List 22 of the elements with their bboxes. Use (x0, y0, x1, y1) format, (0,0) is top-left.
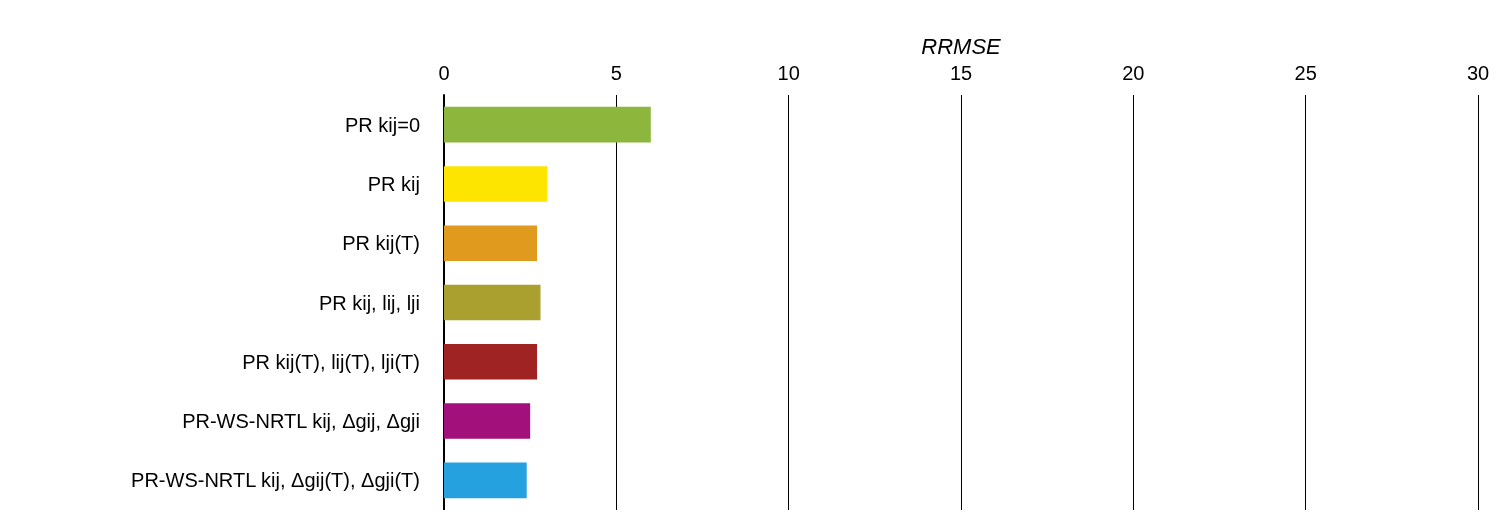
x-tick-label: 20 (1122, 62, 1145, 84)
bar (444, 106, 651, 143)
x-tick-label: 15 (949, 62, 973, 84)
bar (444, 462, 527, 499)
bar (444, 284, 541, 321)
y-tick-label: PR kij(T), lij(T), lji(T) (242, 350, 420, 373)
x-axis-title: RRMSE (921, 33, 1002, 59)
y-tick-label: PR kij (367, 172, 420, 195)
bar (444, 225, 538, 261)
y-tick-label: PR kij=0 (344, 113, 420, 136)
x-tick-label: 25 (1294, 62, 1317, 84)
y-tick-label: PR kij(T) (342, 232, 420, 255)
y-tick-label: PR kij, lij, lji (318, 291, 420, 314)
x-tick-label: 0 (438, 62, 450, 84)
bar (444, 403, 531, 439)
y-tick-label: PR-WS-NRTL kij, Δgij(T), Δgji(T) (131, 469, 420, 492)
y-tick-label: PR-WS-NRTL kij, Δgij, Δgji (182, 410, 420, 433)
bar (444, 344, 538, 380)
bar (444, 166, 548, 202)
x-tick-label: 10 (777, 62, 800, 84)
x-tick-label: 5 (610, 62, 622, 84)
x-tick-label: 30 (1466, 62, 1490, 84)
